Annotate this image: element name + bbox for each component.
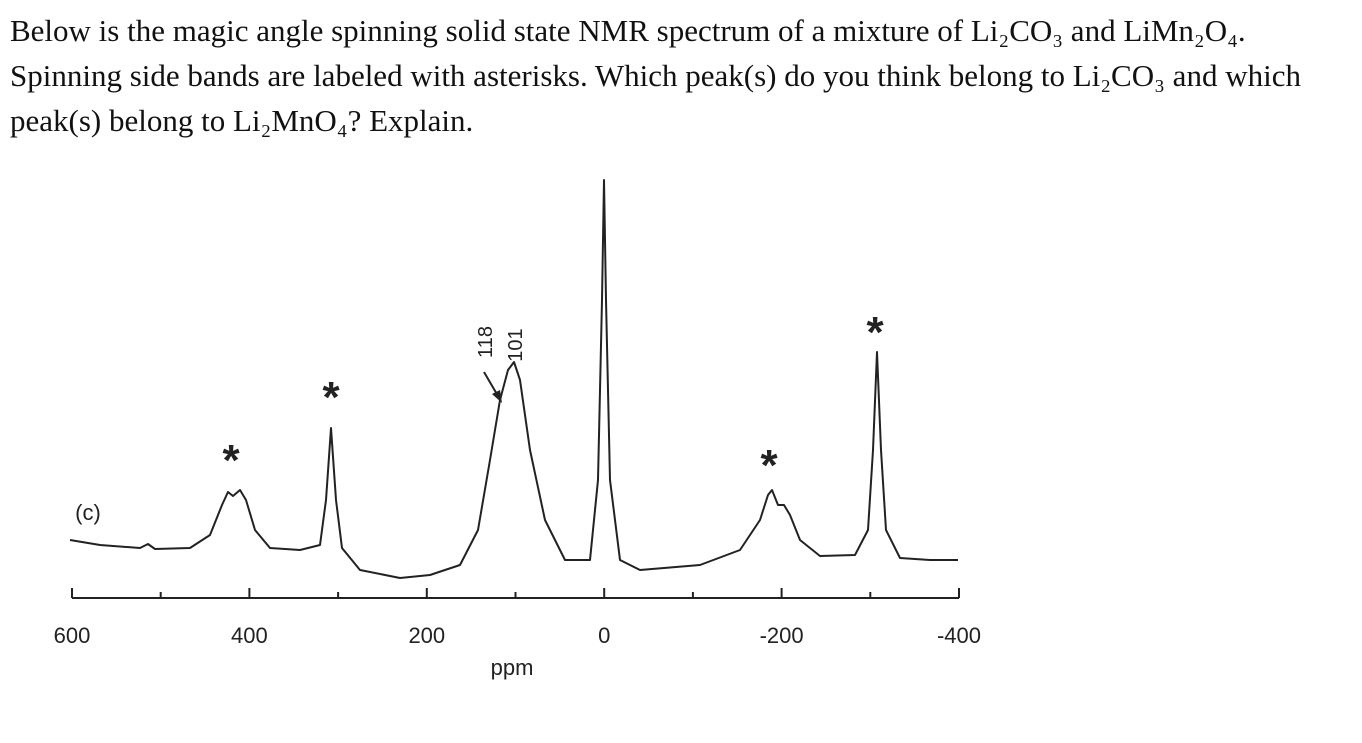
asterisk: * bbox=[866, 308, 884, 357]
x-tick-label: 200 bbox=[408, 623, 445, 648]
asterisk: * bbox=[222, 436, 240, 485]
x-tick-label: -200 bbox=[760, 623, 804, 648]
peak-annotation: 118 bbox=[475, 326, 497, 358]
x-tick-label: 400 bbox=[231, 623, 268, 648]
x-tick-label: 0 bbox=[598, 623, 610, 648]
x-axis-label: ppm bbox=[491, 655, 534, 680]
asterisk: * bbox=[322, 373, 340, 422]
annotation-arrow bbox=[483, 371, 499, 397]
x-tick-label: -400 bbox=[937, 623, 981, 648]
panel-label: (c) bbox=[75, 500, 101, 525]
question-text: Below is the magic angle spinning solid … bbox=[10, 13, 1301, 138]
peak-annotation: 101 bbox=[505, 328, 527, 361]
asterisk: * bbox=[760, 441, 778, 490]
spectrum-curve bbox=[69, 179, 958, 579]
arrow-head bbox=[492, 390, 502, 403]
x-tick-label: 600 bbox=[54, 623, 91, 648]
